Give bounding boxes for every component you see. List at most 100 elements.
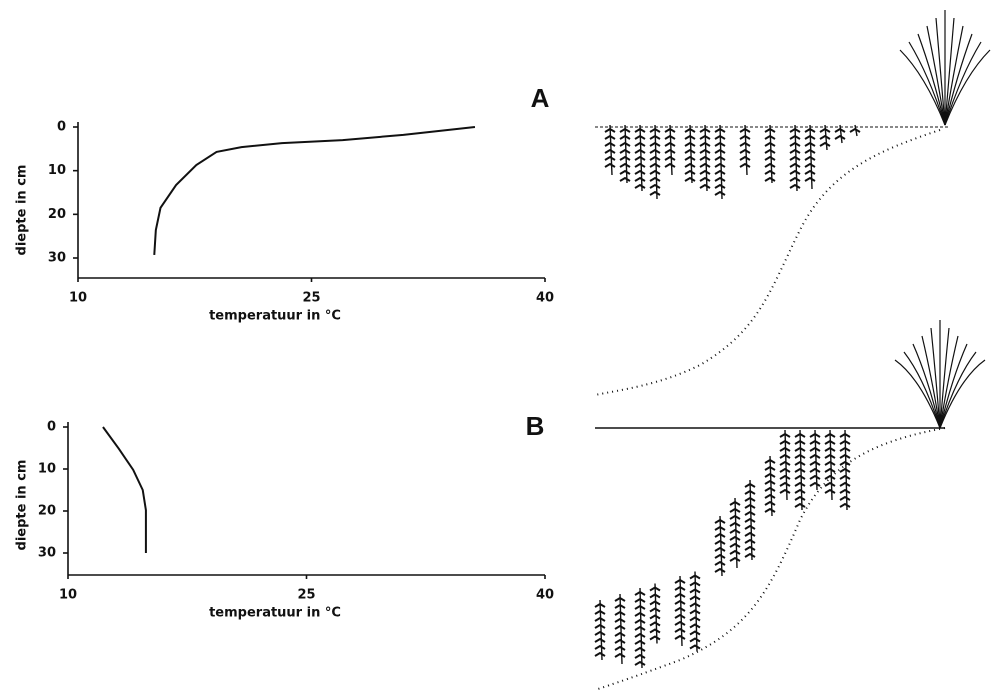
plant-leaf	[634, 660, 646, 666]
plant-leaf	[729, 549, 741, 555]
plant-leaf	[804, 176, 816, 182]
plant-leaf	[729, 556, 741, 562]
plant-leaf	[634, 597, 646, 603]
plant-leaf	[794, 439, 806, 445]
plant-leaf	[714, 190, 726, 196]
plant-leaf	[789, 134, 801, 140]
y-tick-label: 0	[47, 420, 56, 435]
plant-leaf	[714, 553, 726, 559]
y-axis-label: diepte in cm	[15, 460, 30, 551]
plant-leaf	[744, 538, 756, 544]
plant-leaf	[594, 630, 606, 636]
plant-leaf	[594, 616, 606, 622]
plant-leaf	[699, 134, 711, 140]
plant-leaf	[634, 134, 646, 140]
plant-leaf	[789, 176, 801, 182]
reed	[908, 41, 946, 126]
plant-leaf	[714, 539, 726, 545]
plant-leaf	[649, 635, 661, 641]
plant-leaf	[764, 134, 776, 140]
plant-stem	[719, 515, 723, 577]
lake-drawing	[594, 10, 991, 691]
plant-leaf	[714, 148, 726, 154]
plant-leaf	[634, 632, 646, 638]
plant-leaf	[699, 155, 711, 161]
plant-leaf	[739, 134, 751, 140]
plant-leaf	[649, 155, 661, 161]
plant-leaf	[594, 623, 606, 629]
plant-leaf	[739, 127, 751, 133]
plant-leaf	[824, 467, 836, 473]
reed	[944, 49, 991, 126]
plant-leaf	[804, 162, 816, 168]
plant-leaf	[614, 645, 626, 651]
plant-leaf	[674, 578, 686, 584]
plant-leaf	[714, 141, 726, 147]
reed	[935, 17, 946, 126]
plant-leaf	[634, 183, 646, 189]
plant-leaf	[764, 500, 776, 506]
plant-leaf	[604, 141, 616, 147]
plant-leaf	[794, 460, 806, 466]
plant-leaf	[779, 453, 791, 459]
plant-leaf	[714, 560, 726, 566]
plant-leaf	[744, 510, 756, 516]
plant-leaf	[834, 134, 846, 140]
plant-leaf	[649, 614, 661, 620]
plant-leaf	[634, 176, 646, 182]
plant-leaf	[809, 467, 821, 473]
plant-leaf	[689, 595, 701, 601]
plant-leaf	[634, 611, 646, 617]
plant-leaf	[714, 567, 726, 573]
plant-leaf	[714, 518, 726, 524]
plant-leaf	[674, 585, 686, 591]
y-tick-label: 10	[48, 163, 66, 178]
plant-leaf	[764, 507, 776, 513]
plant-leaf	[744, 503, 756, 509]
y-tick-label: 30	[48, 251, 66, 266]
plant-leaf	[684, 176, 696, 182]
plant-leaf	[619, 162, 631, 168]
reed	[926, 25, 946, 126]
plant-leaf	[764, 176, 776, 182]
plant-leaf	[744, 517, 756, 523]
plant-leaf	[664, 148, 676, 154]
plant-leaf	[839, 502, 851, 508]
plant-leaf	[824, 488, 836, 494]
plant-leaf	[614, 631, 626, 637]
plant-leaf	[684, 155, 696, 161]
plant-leaf	[839, 432, 851, 438]
plant-leaf	[779, 481, 791, 487]
lake-bottom	[594, 129, 941, 396]
plant-leaf	[649, 593, 661, 599]
plant-leaf	[634, 653, 646, 659]
plant-leaf	[619, 176, 631, 182]
plant-leaf	[634, 625, 646, 631]
plant-leaf	[699, 183, 711, 189]
panel-label: A	[531, 83, 550, 113]
plant-leaf	[664, 162, 676, 168]
plant-leaf	[834, 127, 846, 133]
plant-leaf	[649, 600, 661, 606]
plant-leaf	[819, 127, 831, 133]
plant-leaf	[614, 624, 626, 630]
plant-leaf	[674, 627, 686, 633]
plant-leaf	[614, 638, 626, 644]
plant-leaf	[699, 162, 711, 168]
plant-stem	[654, 583, 658, 644]
plant-leaf	[809, 432, 821, 438]
plant-leaf	[849, 127, 861, 133]
reed	[944, 25, 964, 126]
plant-leaf	[789, 169, 801, 175]
plant-leaf	[714, 176, 726, 182]
reed	[939, 343, 968, 429]
plant-leaf	[699, 169, 711, 175]
reed	[944, 41, 982, 126]
plant-leaf	[664, 155, 676, 161]
plant-stem	[814, 429, 818, 491]
plant-leaf	[619, 141, 631, 147]
plant-leaf	[839, 488, 851, 494]
plant-leaf	[699, 148, 711, 154]
plant-leaf	[794, 495, 806, 501]
